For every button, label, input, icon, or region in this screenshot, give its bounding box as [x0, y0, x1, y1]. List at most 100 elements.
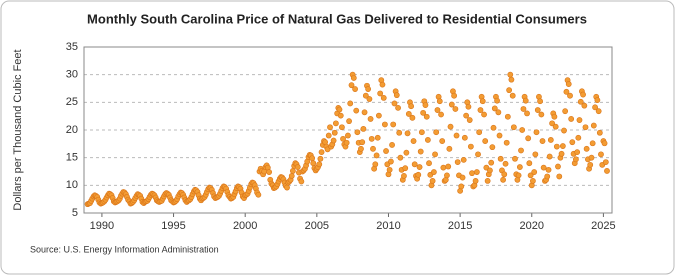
point [482, 138, 489, 144]
point [346, 118, 352, 125]
point [448, 101, 455, 108]
point [255, 191, 262, 198]
plot-border [83, 46, 613, 214]
point [460, 156, 467, 163]
point [358, 145, 364, 152]
point [574, 149, 581, 156]
point [520, 106, 527, 112]
point [383, 148, 389, 154]
point [500, 176, 507, 183]
point [508, 76, 515, 83]
point [374, 134, 381, 141]
point [408, 103, 415, 110]
point [502, 160, 509, 167]
point [359, 139, 366, 146]
point [497, 155, 504, 162]
point [403, 149, 410, 156]
point [459, 174, 466, 181]
point [594, 97, 601, 104]
point [411, 161, 418, 168]
point [472, 178, 479, 184]
point [375, 112, 382, 119]
point [475, 151, 481, 158]
point [555, 163, 561, 170]
point [490, 124, 497, 131]
point [434, 107, 441, 113]
point [595, 108, 602, 115]
point [531, 169, 538, 175]
point [316, 161, 323, 168]
point [494, 97, 500, 104]
point [331, 129, 338, 136]
point [388, 158, 394, 165]
point [309, 155, 316, 162]
point [466, 117, 473, 123]
point [590, 122, 597, 129]
point [418, 129, 425, 136]
point [537, 98, 543, 105]
point [444, 172, 450, 179]
point [348, 82, 355, 89]
point [381, 121, 388, 128]
point [553, 143, 560, 150]
point [588, 154, 595, 161]
point [433, 129, 440, 136]
point [391, 100, 398, 107]
point [420, 109, 427, 116]
point [446, 145, 453, 152]
point [469, 170, 475, 177]
x-tick-label: 2005 [305, 220, 329, 232]
point [397, 154, 404, 161]
point [563, 88, 570, 95]
point [565, 81, 572, 87]
point [362, 92, 369, 99]
point [503, 139, 510, 146]
point [393, 92, 400, 99]
point [534, 107, 541, 113]
y-axis-label: Dollars per Thousand Cubic Feet [12, 49, 24, 210]
point [347, 100, 354, 107]
point [596, 129, 603, 136]
point [458, 183, 465, 190]
point [284, 184, 290, 191]
point [512, 155, 518, 162]
point [380, 95, 387, 101]
point [461, 134, 468, 141]
point [561, 127, 567, 134]
point [473, 169, 480, 175]
point [337, 112, 344, 119]
point [495, 109, 502, 116]
point [447, 123, 454, 130]
point [575, 134, 582, 141]
point [339, 124, 345, 131]
point [417, 148, 424, 155]
point [368, 135, 375, 142]
point [504, 113, 511, 120]
point [325, 132, 332, 139]
point [488, 159, 495, 166]
point [352, 86, 358, 92]
point [545, 166, 552, 173]
point [552, 123, 559, 130]
point [365, 86, 372, 92]
point [379, 81, 386, 88]
point [429, 178, 436, 184]
point [582, 124, 589, 131]
point [509, 92, 516, 99]
point [318, 149, 325, 156]
point [489, 144, 496, 151]
point [559, 143, 566, 149]
x-tick-label: 2000 [233, 220, 257, 232]
point [395, 104, 401, 111]
point [477, 107, 484, 113]
point [602, 159, 609, 165]
point [327, 124, 333, 131]
point [426, 160, 432, 167]
point [592, 104, 598, 111]
x-tick-label: 2010 [376, 220, 400, 232]
point [340, 135, 346, 142]
point [525, 135, 532, 142]
point [317, 155, 324, 162]
point [463, 112, 470, 119]
